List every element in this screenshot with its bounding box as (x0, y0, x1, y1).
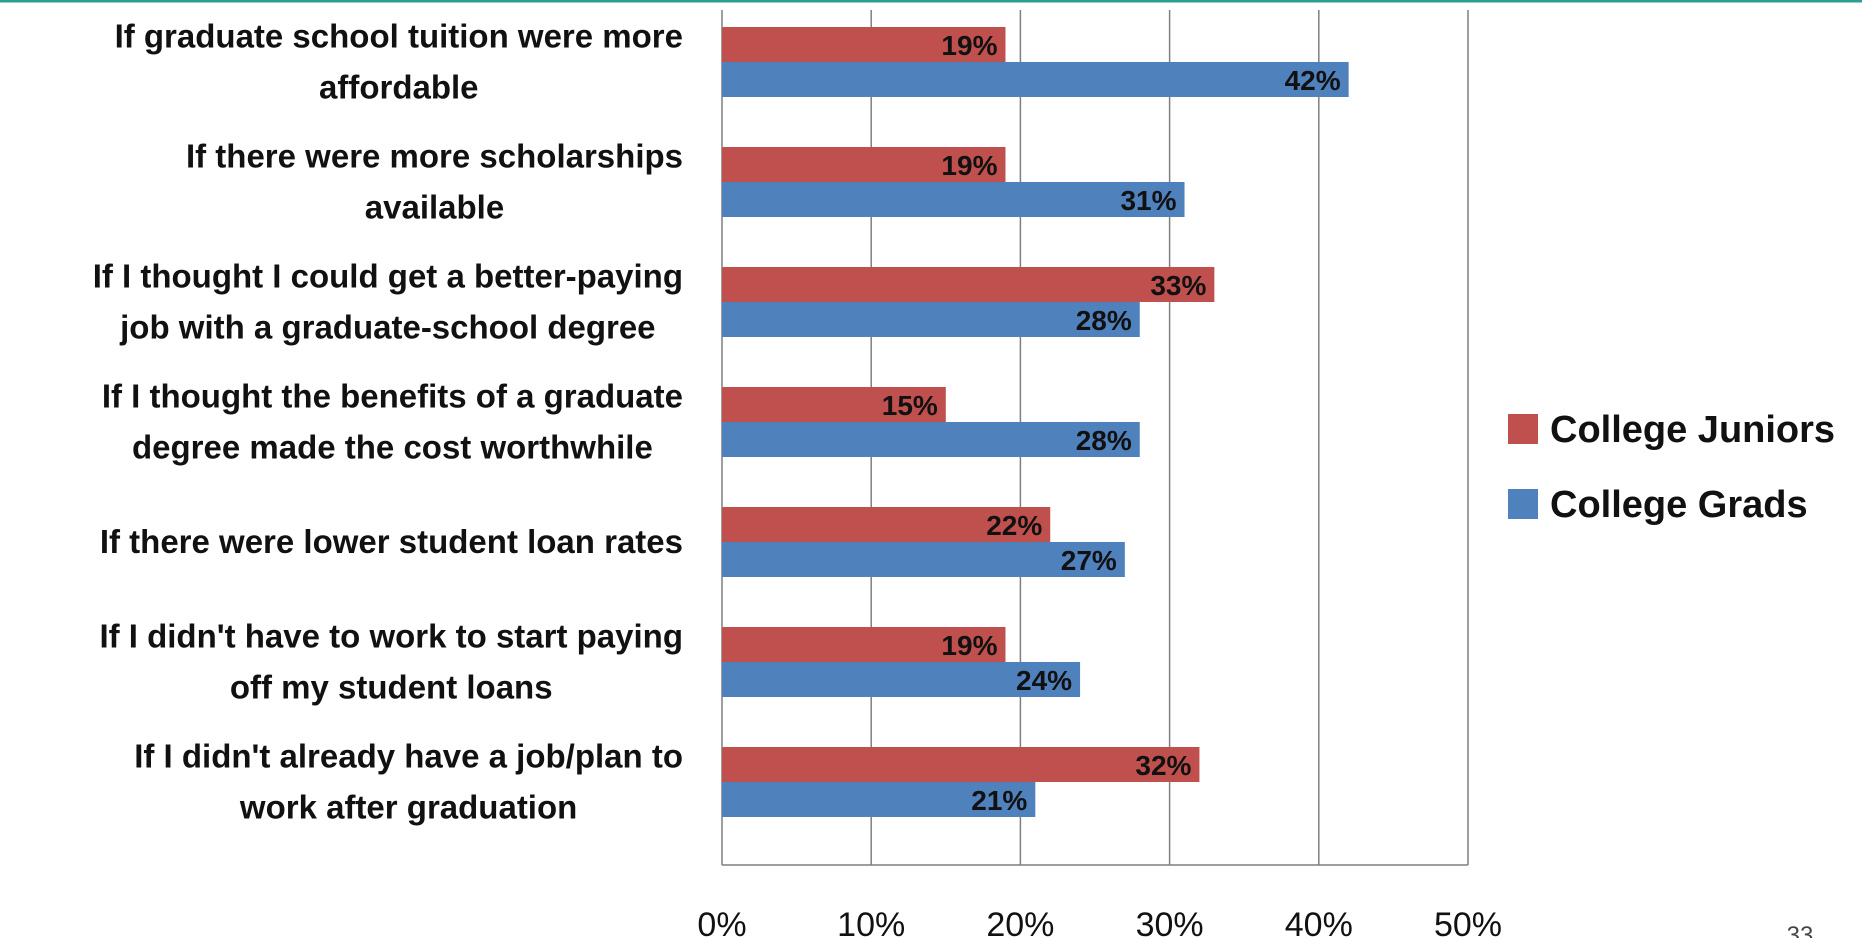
legend-swatch-grads (1508, 489, 1538, 519)
category-label: degree made the cost worthwhile (132, 429, 653, 466)
bar-grads (722, 662, 1081, 697)
data-label: 31% (1120, 185, 1176, 216)
bar-juniors (722, 507, 1051, 542)
x-tick-label: 50% (1434, 906, 1502, 938)
bar-juniors (722, 267, 1215, 302)
category-label: job with a graduate-school degree (119, 309, 655, 346)
bar-grads (722, 302, 1140, 337)
bar-grads (722, 182, 1185, 217)
bar-grads (722, 422, 1140, 457)
data-label: 28% (1076, 425, 1132, 456)
legend: College Juniors College Grads (1508, 409, 1835, 526)
category-label: affordable (319, 69, 479, 106)
data-label: 19% (941, 150, 997, 181)
legend-label: College Juniors (1550, 409, 1835, 451)
category-label: If there were lower student loan rates (100, 523, 683, 560)
data-label: 21% (971, 785, 1027, 816)
x-tick-label: 10% (837, 906, 905, 938)
category-label: If I thought I could get a better-paying (93, 258, 683, 295)
category-label: If I didn't have to work to start paying (99, 618, 683, 655)
data-label: 27% (1061, 545, 1117, 576)
legend-label: College Grads (1550, 484, 1808, 526)
bar-grads (722, 542, 1125, 577)
category-label: If graduate school tuition were more (115, 18, 683, 55)
bars: 19% 42% 19% 31% 33% 28% 15% 28% 22% 27% 19% 24% 32% 2… (722, 27, 1349, 817)
bar-grads (722, 62, 1349, 97)
data-label: 28% (1076, 305, 1132, 336)
data-label: 33% (1150, 270, 1206, 301)
data-label: 19% (941, 630, 997, 661)
category-labels: If graduate school tuition were more affo… (93, 18, 683, 826)
data-label: 19% (941, 30, 997, 61)
bar-juniors (722, 387, 946, 422)
category-label: If there were more scholarships (186, 138, 683, 175)
bar-juniors (722, 27, 1006, 62)
bar-grads (722, 782, 1036, 817)
bar-juniors (722, 147, 1006, 182)
data-label: 22% (986, 510, 1042, 541)
category-label: available (365, 189, 504, 226)
page-number: 33 (1787, 922, 1814, 938)
bar-juniors (722, 747, 1200, 782)
bar-juniors (722, 627, 1006, 662)
x-axis-tick-labels: 0% 10% 20% 30% 40% 50% (697, 906, 1502, 938)
legend-swatch-juniors (1508, 414, 1538, 444)
category-label: If I thought the benefits of a graduate (102, 378, 683, 415)
x-tick-label: 30% (1136, 906, 1204, 938)
data-label: 42% (1285, 65, 1341, 96)
category-label: If I didn't already have a job/plan to (134, 738, 683, 775)
data-label: 24% (1016, 665, 1072, 696)
category-label: work after graduation (239, 789, 577, 826)
data-label: 32% (1135, 750, 1191, 781)
x-tick-label: 0% (697, 906, 746, 938)
data-label: 15% (882, 390, 938, 421)
x-tick-label: 40% (1285, 906, 1353, 938)
x-tick-label: 20% (986, 906, 1054, 938)
category-label: off my student loans (230, 669, 553, 706)
